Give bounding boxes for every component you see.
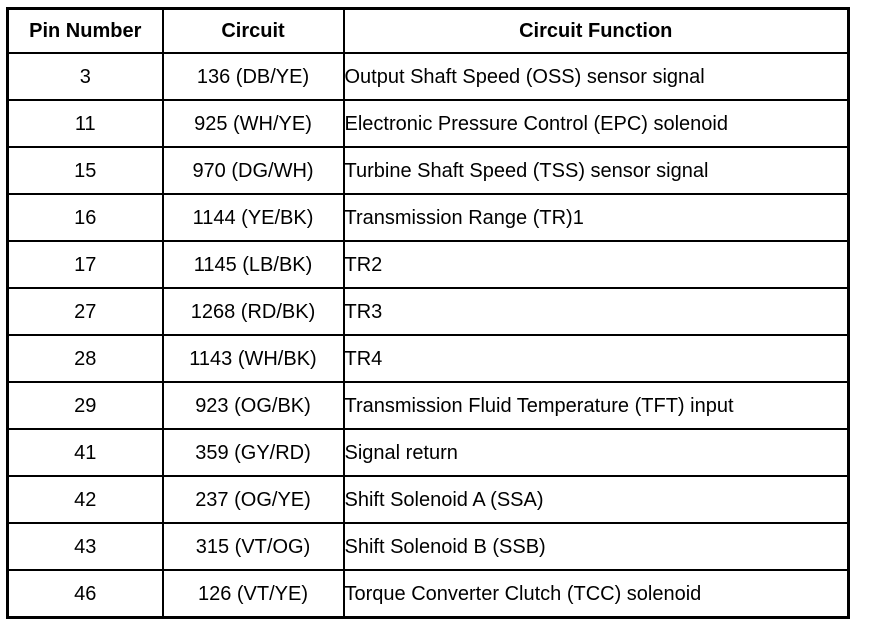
pin-cell: 46: [6, 569, 164, 619]
table-row: 41 359 (GY/RD) Signal return: [6, 428, 850, 477]
circuit-cell: 1143 (WH/BK): [161, 334, 345, 383]
pin-cell: 42: [6, 475, 164, 524]
circuit-cell: 237 (OG/YE): [161, 475, 345, 524]
circuit-cell: 923 (OG/BK): [161, 381, 345, 430]
pin-cell: 17: [6, 240, 164, 289]
function-cell: Shift Solenoid B (SSB): [342, 522, 850, 571]
pin-cell: 29: [6, 381, 164, 430]
pin-cell: 15: [6, 146, 164, 195]
circuit-cell: 1144 (YE/BK): [161, 193, 345, 242]
function-cell: Shift Solenoid A (SSA): [342, 475, 850, 524]
pinout-table: Pin Number Circuit Circuit Function 3 13…: [6, 7, 850, 619]
pin-cell: 41: [6, 428, 164, 477]
table-row: 15 970 (DG/WH) Turbine Shaft Speed (TSS)…: [6, 146, 850, 195]
table-row: 16 1144 (YE/BK) Transmission Range (TR)1: [6, 193, 850, 242]
circuit-cell: 315 (VT/OG): [161, 522, 345, 571]
table-row: 11 925 (WH/YE) Electronic Pressure Contr…: [6, 99, 850, 148]
pin-cell: 3: [6, 52, 164, 101]
circuit-cell: 126 (VT/YE): [161, 569, 345, 619]
pin-cell: 27: [6, 287, 164, 336]
function-cell: TR3: [342, 287, 850, 336]
header-pin-number: Pin Number: [6, 7, 164, 54]
table-row: 43 315 (VT/OG) Shift Solenoid B (SSB): [6, 522, 850, 571]
table-row: 28 1143 (WH/BK) TR4: [6, 334, 850, 383]
table-row: 3 136 (DB/YE) Output Shaft Speed (OSS) s…: [6, 52, 850, 101]
circuit-cell: 1268 (RD/BK): [161, 287, 345, 336]
circuit-cell: 359 (GY/RD): [161, 428, 345, 477]
header-circuit-function: Circuit Function: [342, 7, 850, 54]
function-cell: Output Shaft Speed (OSS) sensor signal: [342, 52, 850, 101]
function-cell: Transmission Fluid Temperature (TFT) inp…: [342, 381, 850, 430]
table-row: 17 1145 (LB/BK) TR2: [6, 240, 850, 289]
pin-cell: 28: [6, 334, 164, 383]
table-body: 3 136 (DB/YE) Output Shaft Speed (OSS) s…: [6, 52, 850, 619]
table-row: 29 923 (OG/BK) Transmission Fluid Temper…: [6, 381, 850, 430]
function-cell: Transmission Range (TR)1: [342, 193, 850, 242]
circuit-cell: 1145 (LB/BK): [161, 240, 345, 289]
function-cell: Turbine Shaft Speed (TSS) sensor signal: [342, 146, 850, 195]
table-row: 27 1268 (RD/BK) TR3: [6, 287, 850, 336]
table-row: 42 237 (OG/YE) Shift Solenoid A (SSA): [6, 475, 850, 524]
function-cell: Torque Converter Clutch (TCC) solenoid: [342, 569, 850, 619]
function-cell: Signal return: [342, 428, 850, 477]
circuit-cell: 925 (WH/YE): [161, 99, 345, 148]
circuit-cell: 136 (DB/YE): [161, 52, 345, 101]
function-cell: TR4: [342, 334, 850, 383]
table-row: 46 126 (VT/YE) Torque Converter Clutch (…: [6, 569, 850, 619]
table-header-row: Pin Number Circuit Circuit Function: [6, 7, 850, 54]
header-circuit: Circuit: [161, 7, 345, 54]
circuit-cell: 970 (DG/WH): [161, 146, 345, 195]
pin-cell: 43: [6, 522, 164, 571]
function-cell: Electronic Pressure Control (EPC) soleno…: [342, 99, 850, 148]
pin-cell: 11: [6, 99, 164, 148]
pin-cell: 16: [6, 193, 164, 242]
function-cell: TR2: [342, 240, 850, 289]
